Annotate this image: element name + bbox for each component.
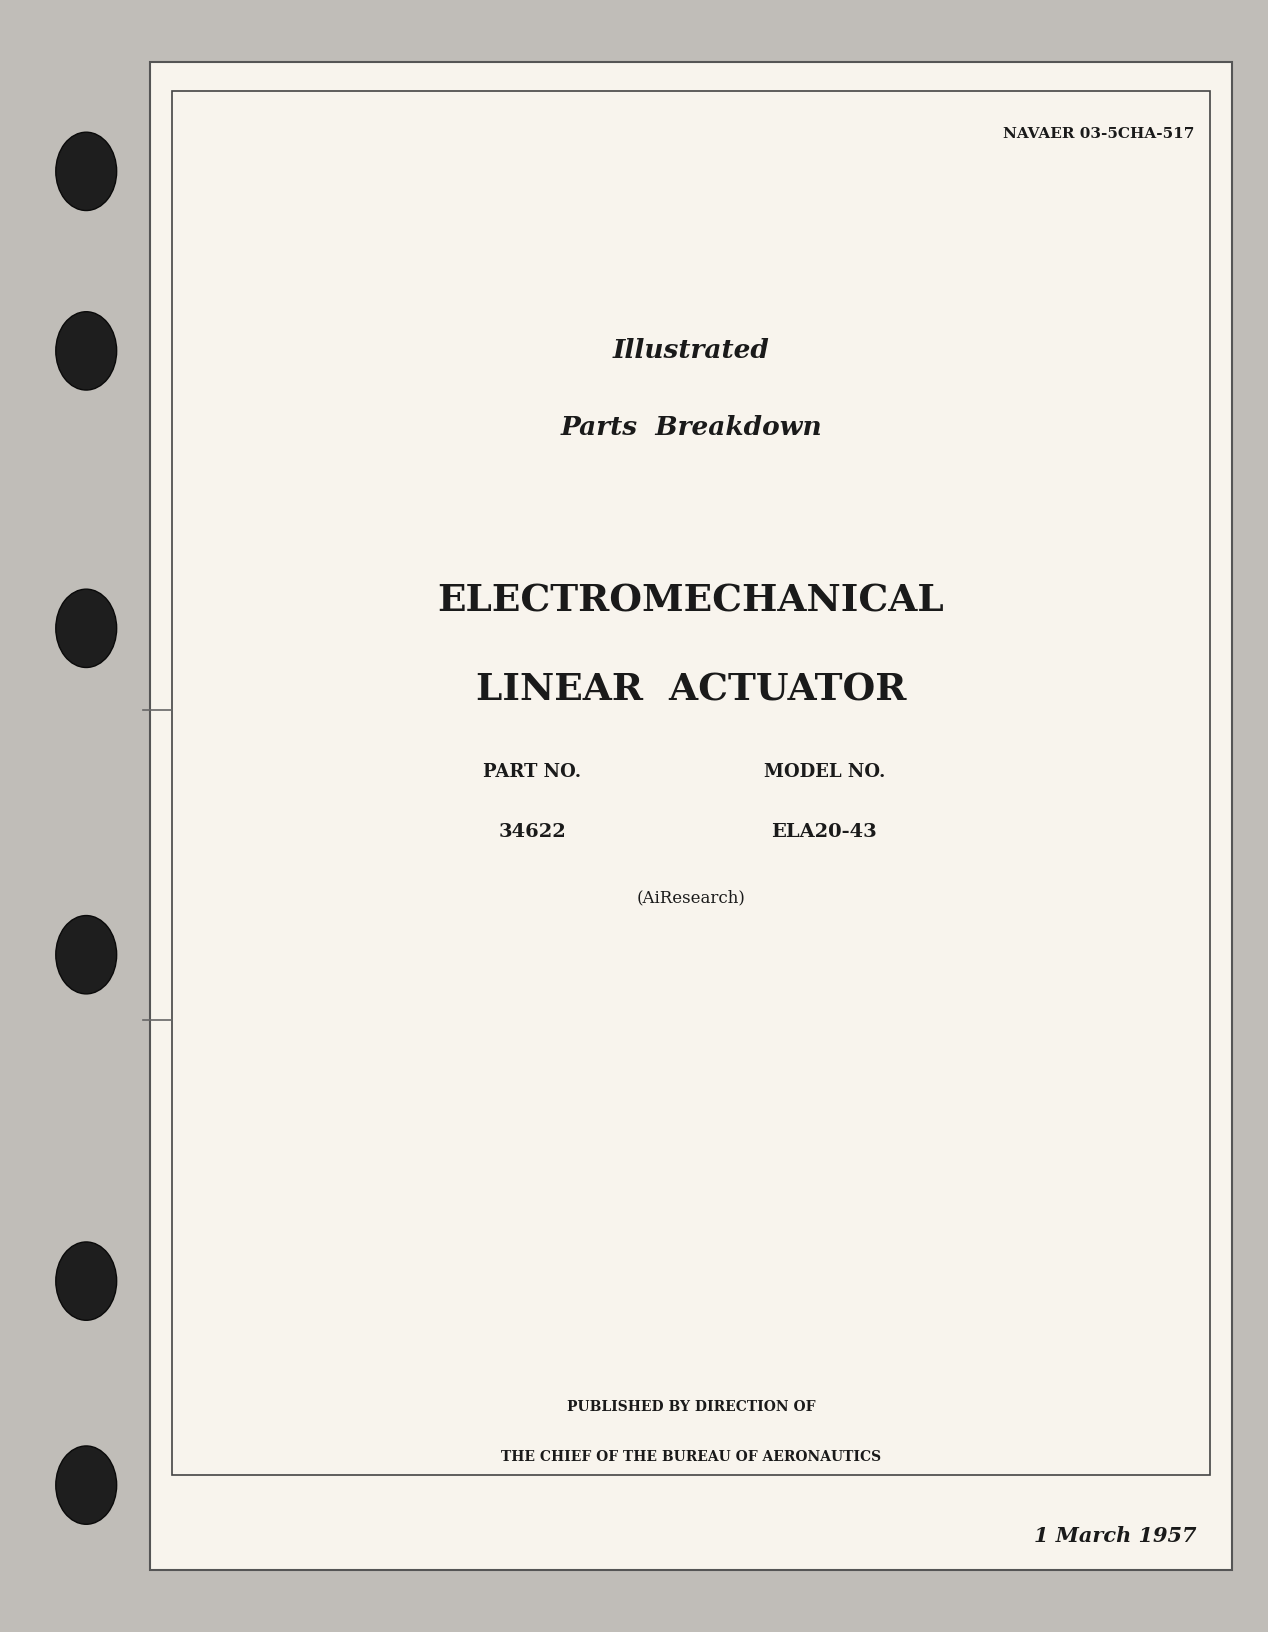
Text: NAVAER 03-5CHA-517: NAVAER 03-5CHA-517 [1003,127,1194,142]
Text: Illustrated: Illustrated [612,338,770,364]
Text: ELECTROMECHANICAL: ELECTROMECHANICAL [437,583,945,619]
Text: Parts  Breakdown: Parts Breakdown [560,415,822,441]
Text: LINEAR  ACTUATOR: LINEAR ACTUATOR [476,672,907,708]
Text: PUBLISHED BY DIRECTION OF: PUBLISHED BY DIRECTION OF [567,1400,815,1413]
Text: PART NO.: PART NO. [483,762,582,782]
Circle shape [56,1446,117,1524]
Text: MODEL NO.: MODEL NO. [763,762,885,782]
Text: ELA20-43: ELA20-43 [771,823,877,842]
Circle shape [56,589,117,667]
Text: 1 March 1957: 1 March 1957 [1035,1526,1197,1546]
Circle shape [56,312,117,390]
Text: 34622: 34622 [498,823,567,842]
Text: THE CHIEF OF THE BUREAU OF AERONAUTICS: THE CHIEF OF THE BUREAU OF AERONAUTICS [501,1451,881,1464]
Circle shape [56,916,117,994]
Circle shape [56,132,117,211]
Circle shape [56,1242,117,1320]
FancyBboxPatch shape [150,62,1232,1570]
Text: (AiResearch): (AiResearch) [637,889,746,906]
